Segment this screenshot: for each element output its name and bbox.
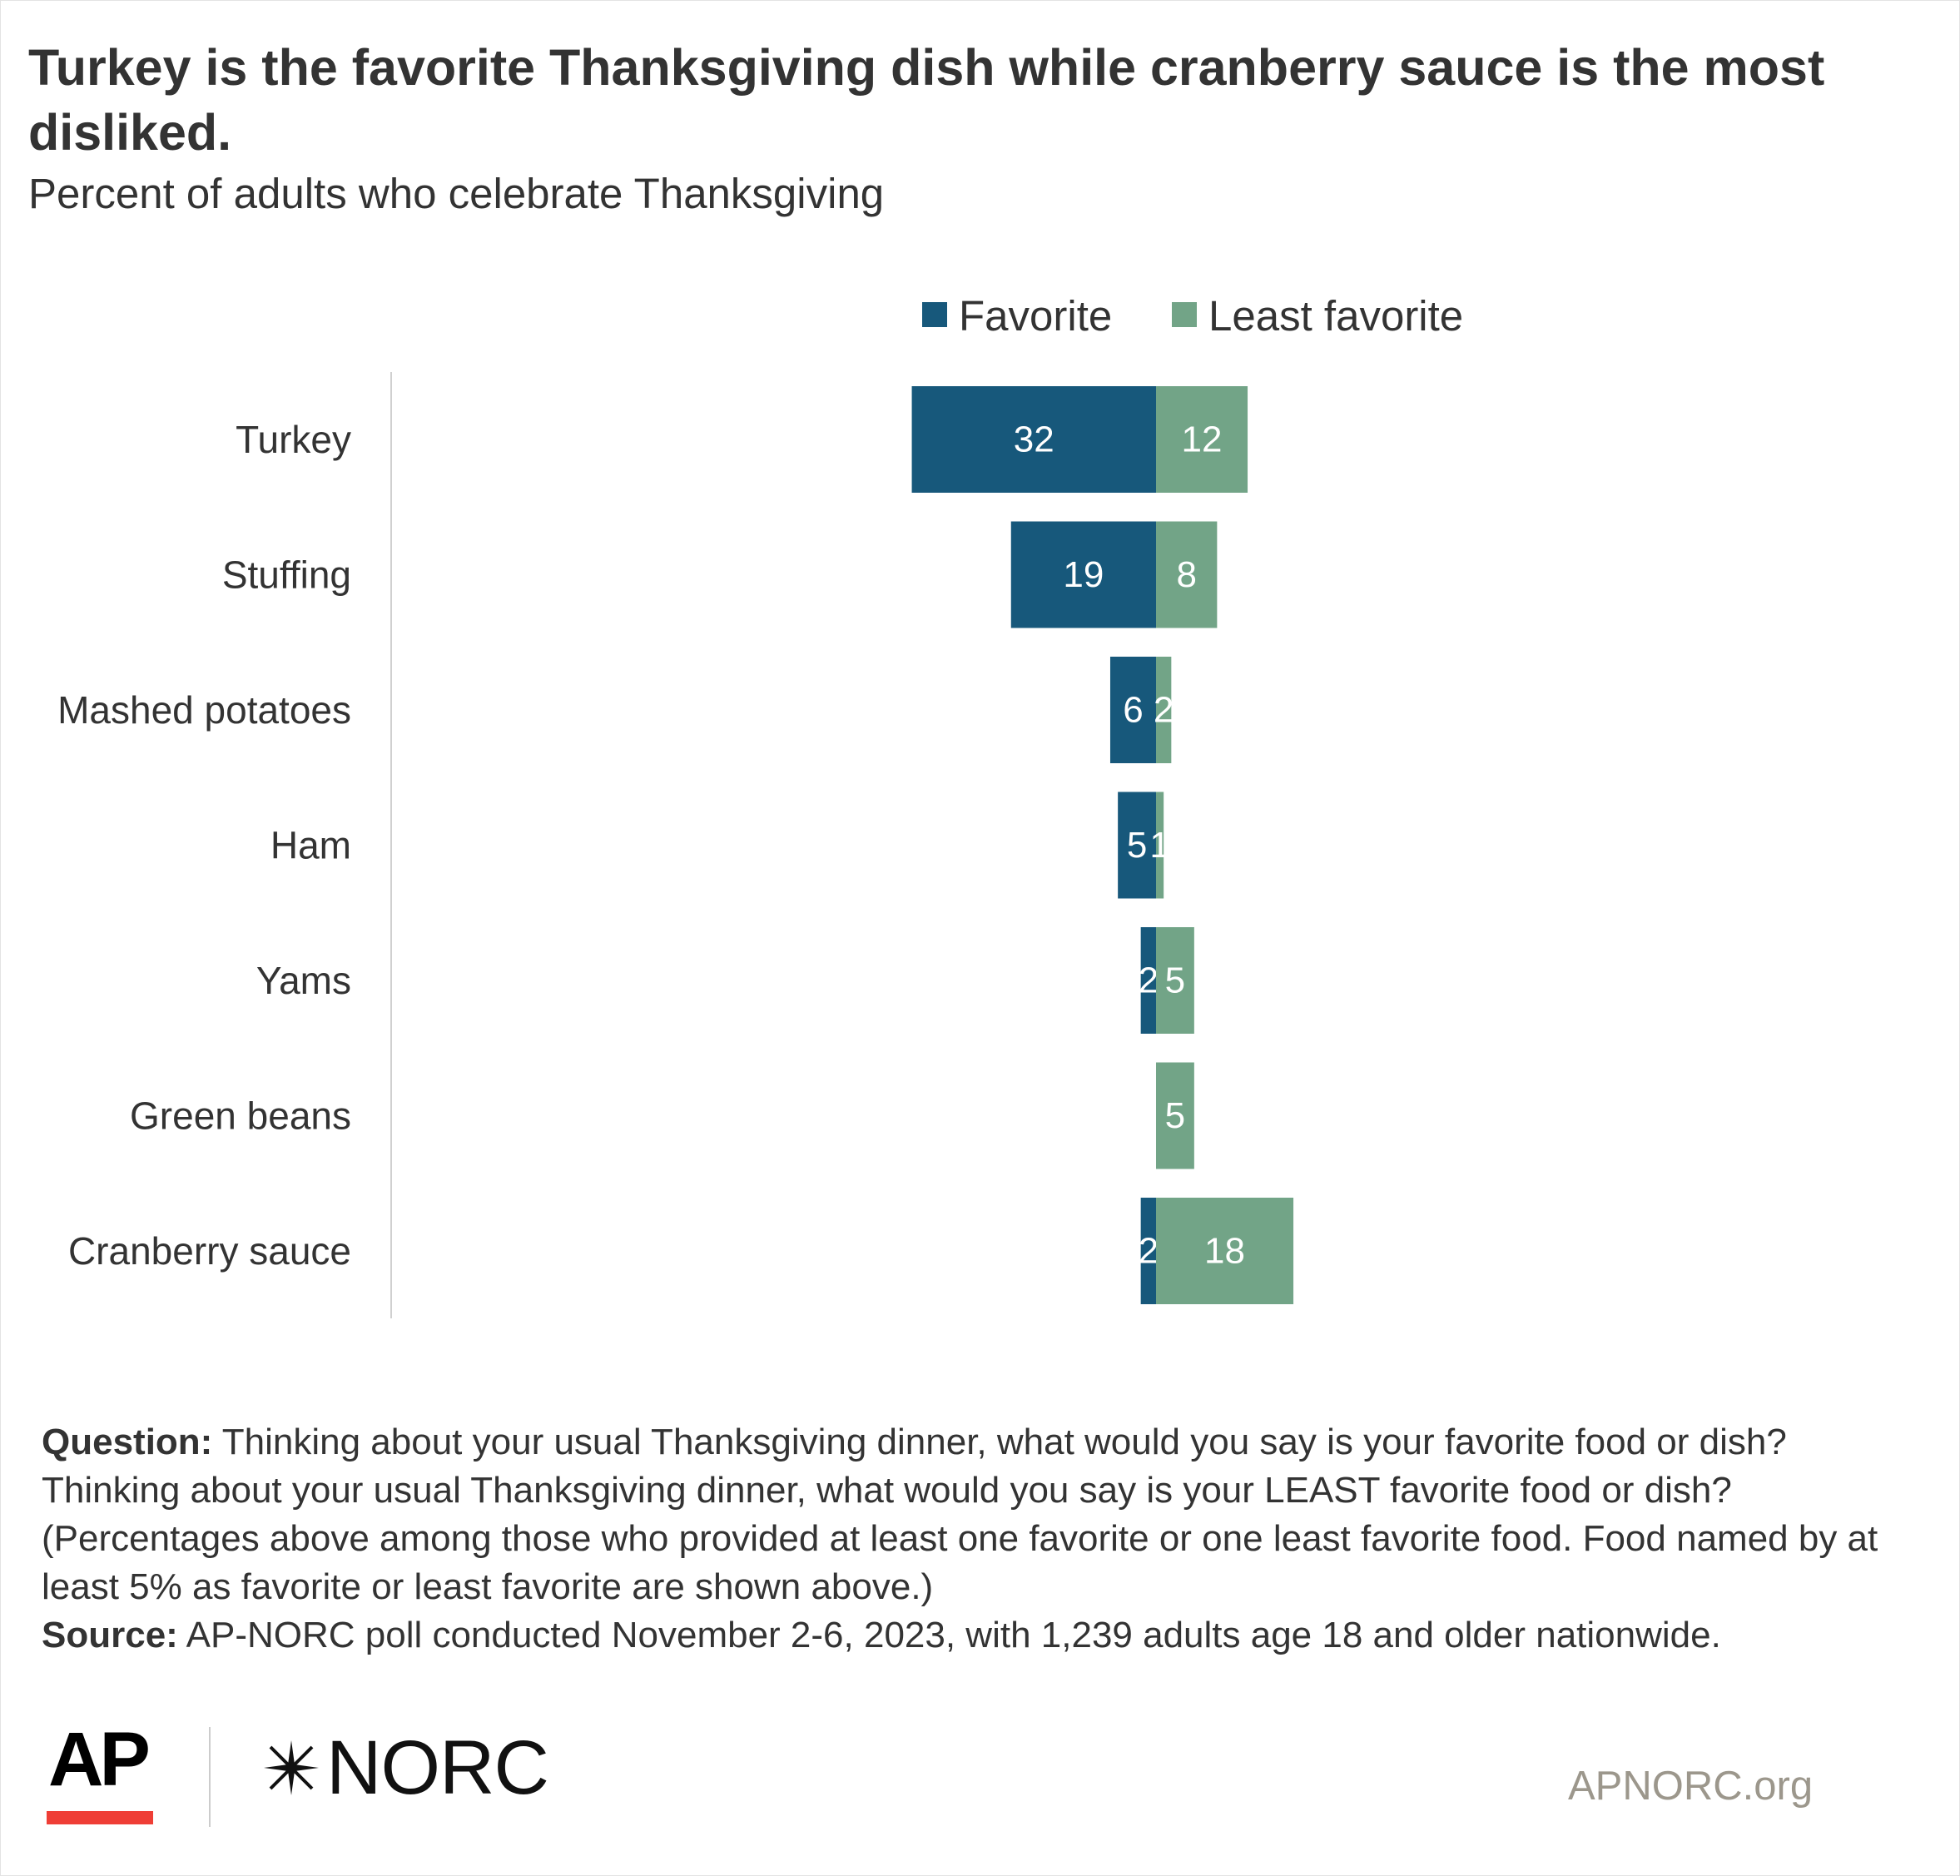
- chart-legend: Favorite Least favorite: [922, 292, 1463, 340]
- diverging-bar-chart: Favorite Least favorite Turkey 32 12Stuffin…: [57, 292, 1463, 1318]
- bar-favorite-cranberry-sauce: [1140, 1198, 1156, 1304]
- norc-logo-text: NORC: [326, 1725, 549, 1810]
- website-label: APNORC.org: [1568, 1764, 1814, 1809]
- bar-favorite-ham: [1118, 792, 1156, 899]
- bar-least-favorite-green-beans: [1156, 1062, 1194, 1169]
- data-label-favorite-turkey: 32: [1014, 419, 1054, 460]
- bar-least-favorite-yams: [1156, 927, 1194, 1034]
- category-label-cranberry-sauce: Cranberry sauce: [68, 1229, 351, 1273]
- bar-favorite-mashed-potatoes: [1109, 657, 1156, 763]
- data-label-favorite-ham: 5: [1127, 825, 1147, 866]
- norc-star-icon: [264, 1740, 319, 1795]
- bar-least-favorite-ham: [1156, 792, 1164, 899]
- source-text: AP-NORC poll conducted November 2-6, 202…: [177, 1615, 1721, 1655]
- chart-subtitle: Percent of adults who celebrate Thanksgi…: [28, 170, 885, 217]
- data-label-least-favorite-green-beans: 5: [1165, 1095, 1185, 1136]
- chart-title: Turkey is the favorite Thanksgiving dish…: [28, 39, 1825, 161]
- bar-favorite-yams: [1140, 927, 1156, 1034]
- bar-favorite-turkey: [911, 386, 1156, 493]
- bar-favorite-stuffing: [1010, 521, 1156, 628]
- legend-swatch-favorite: [922, 302, 947, 327]
- bar-least-favorite-turkey: [1156, 386, 1248, 493]
- data-label-least-favorite-yams: 5: [1165, 960, 1185, 1001]
- data-label-favorite-cranberry-sauce: 2: [1139, 1231, 1159, 1272]
- question-label: Question:: [42, 1422, 213, 1462]
- legend-label-least-favorite: Least favorite: [1208, 292, 1463, 340]
- chart-notes: Question: Thinking about your usual Than…: [42, 1418, 1931, 1660]
- data-label-least-favorite-turkey: 12: [1182, 419, 1223, 460]
- question-note: Question: Thinking about your usual Than…: [42, 1418, 1931, 1611]
- data-label-least-favorite-ham: 1: [1149, 825, 1169, 866]
- data-label-least-favorite-mashed-potatoes: 2: [1154, 690, 1174, 731]
- source-label: Source:: [42, 1615, 178, 1655]
- ap-logo: AP: [48, 1717, 151, 1802]
- category-label-turkey: Turkey: [236, 418, 351, 461]
- category-label-mashed-potatoes: Mashed potatoes: [57, 688, 351, 732]
- source-note: Source: AP-NORC poll conducted November …: [42, 1611, 1931, 1660]
- category-label-ham: Ham: [270, 824, 351, 867]
- legend-label-favorite: Favorite: [959, 292, 1112, 340]
- data-label-favorite-stuffing: 19: [1063, 554, 1104, 595]
- data-label-least-favorite-cranberry-sauce: 18: [1204, 1231, 1245, 1272]
- bar-least-favorite-cranberry-sauce: [1156, 1198, 1294, 1304]
- ap-logo-bar: [47, 1811, 153, 1824]
- data-label-favorite-yams: 2: [1139, 960, 1159, 1001]
- data-label-favorite-mashed-potatoes: 6: [1123, 690, 1143, 731]
- logo-divider: [209, 1727, 211, 1827]
- question-text: Thinking about your usual Thanksgiving d…: [42, 1422, 1878, 1607]
- category-label-stuffing: Stuffing: [222, 553, 351, 597]
- category-label-green-beans: Green beans: [130, 1094, 351, 1138]
- bar-least-favorite-mashed-potatoes: [1156, 657, 1172, 763]
- data-label-least-favorite-stuffing: 8: [1176, 554, 1196, 595]
- bar-least-favorite-stuffing: [1156, 521, 1218, 628]
- legend-swatch-least-favorite: [1172, 302, 1197, 327]
- category-label-yams: Yams: [256, 959, 351, 1002]
